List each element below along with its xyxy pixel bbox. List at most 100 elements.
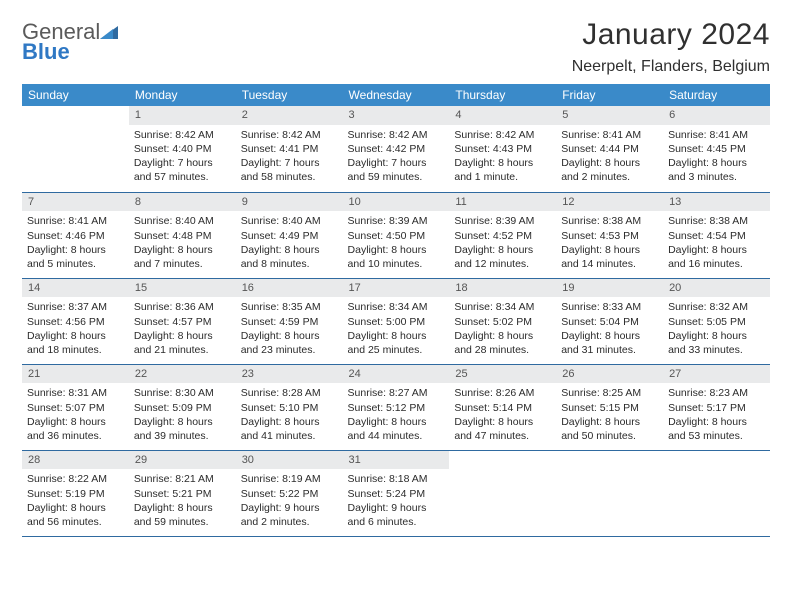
- day-line: Daylight: 8 hours: [134, 329, 231, 343]
- day-body: Sunrise: 8:37 AMSunset: 4:56 PMDaylight:…: [22, 297, 129, 361]
- day-cell: 31Sunrise: 8:18 AMSunset: 5:24 PMDayligh…: [343, 450, 450, 536]
- day-number: 17: [343, 279, 450, 298]
- day-line: Sunrise: 8:30 AM: [134, 386, 231, 400]
- day-body: Sunrise: 8:34 AMSunset: 5:00 PMDaylight:…: [343, 297, 450, 361]
- month-title: January 2024: [572, 18, 770, 52]
- day-line: and 57 minutes.: [134, 170, 231, 184]
- day-number: 14: [22, 279, 129, 298]
- day-body: Sunrise: 8:38 AMSunset: 4:54 PMDaylight:…: [663, 211, 770, 275]
- day-cell: 16Sunrise: 8:35 AMSunset: 4:59 PMDayligh…: [236, 278, 343, 364]
- day-line: Daylight: 8 hours: [454, 243, 551, 257]
- day-line: Sunset: 4:49 PM: [241, 229, 338, 243]
- day-line: Sunset: 4:50 PM: [348, 229, 445, 243]
- day-line: Sunset: 4:59 PM: [241, 315, 338, 329]
- day-line: Sunrise: 8:40 AM: [241, 214, 338, 228]
- day-line: Daylight: 8 hours: [348, 415, 445, 429]
- day-cell: 14Sunrise: 8:37 AMSunset: 4:56 PMDayligh…: [22, 278, 129, 364]
- day-number: 22: [129, 365, 236, 384]
- day-body: Sunrise: 8:34 AMSunset: 5:02 PMDaylight:…: [449, 297, 556, 361]
- day-line: Sunset: 5:12 PM: [348, 401, 445, 415]
- day-body: Sunrise: 8:39 AMSunset: 4:52 PMDaylight:…: [449, 211, 556, 275]
- day-line: Sunset: 4:42 PM: [348, 142, 445, 156]
- day-line: Daylight: 8 hours: [454, 329, 551, 343]
- day-line: Sunrise: 8:42 AM: [134, 128, 231, 142]
- day-line: Sunset: 4:41 PM: [241, 142, 338, 156]
- day-line: and 14 minutes.: [561, 257, 658, 271]
- week-row: 7 Sunrise: 8:41 AMSunset: 4:46 PM Daylight…: [22, 192, 770, 278]
- day-body: Sunrise: 8:28 AMSunset: 5:10 PMDaylight:…: [236, 383, 343, 447]
- day-body: [449, 455, 556, 462]
- weekday-header: Sunday: [22, 84, 129, 106]
- day-line: Sunrise: 8:18 AM: [348, 472, 445, 486]
- day-line: Sunrise: 8:22 AM: [27, 472, 124, 486]
- day-line: Sunset: 5:02 PM: [454, 315, 551, 329]
- day-number: 1: [129, 106, 236, 125]
- day-line: Sunset: 4:52 PM: [454, 229, 551, 243]
- day-body: [556, 455, 663, 462]
- day-cell: 27Sunrise: 8:23 AMSunset: 5:17 PMDayligh…: [663, 364, 770, 450]
- day-number: 10: [343, 193, 450, 212]
- day-line: Sunrise: 8:41 AM: [561, 128, 658, 142]
- day-line: Daylight: 8 hours: [348, 329, 445, 343]
- day-cell: 24Sunrise: 8:27 AMSunset: 5:12 PMDayligh…: [343, 364, 450, 450]
- weekday-header: Wednesday: [343, 84, 450, 106]
- day-body: Sunrise: 8:26 AMSunset: 5:14 PMDaylight:…: [449, 383, 556, 447]
- day-line: and 28 minutes.: [454, 343, 551, 357]
- day-line: and 50 minutes.: [561, 429, 658, 443]
- day-cell: [556, 450, 663, 536]
- day-line: and 56 minutes.: [27, 515, 124, 529]
- day-line: and 59 minutes.: [348, 170, 445, 184]
- day-line: and 10 minutes.: [348, 257, 445, 271]
- day-body: Sunrise: 8:21 AMSunset: 5:21 PMDaylight:…: [129, 469, 236, 533]
- day-line: Daylight: 8 hours: [27, 501, 124, 515]
- day-number: 2: [236, 106, 343, 125]
- day-line: and 16 minutes.: [668, 257, 765, 271]
- day-line: Daylight: 8 hours: [668, 156, 765, 170]
- day-line: Sunrise: 8:23 AM: [668, 386, 765, 400]
- day-line: Sunrise: 8:35 AM: [241, 300, 338, 314]
- day-body: Sunrise: 8:19 AMSunset: 5:22 PMDaylight:…: [236, 469, 343, 533]
- day-body: [22, 110, 129, 117]
- day-line: Sunset: 4:46 PM: [27, 229, 124, 243]
- day-line: Daylight: 8 hours: [241, 415, 338, 429]
- day-number: 26: [556, 365, 663, 384]
- day-line: Sunrise: 8:42 AM: [241, 128, 338, 142]
- day-line: Sunrise: 8:27 AM: [348, 386, 445, 400]
- day-number: 18: [449, 279, 556, 298]
- day-line: Sunrise: 8:25 AM: [561, 386, 658, 400]
- day-line: and 18 minutes.: [27, 343, 124, 357]
- day-number: 23: [236, 365, 343, 384]
- day-line: Daylight: 8 hours: [668, 243, 765, 257]
- day-body: [663, 455, 770, 462]
- day-line: and 8 minutes.: [241, 257, 338, 271]
- calendar-body: 1Sunrise: 8:42 AMSunset: 4:40 PMDaylight…: [22, 106, 770, 536]
- day-cell: 11Sunrise: 8:39 AMSunset: 4:52 PMDayligh…: [449, 192, 556, 278]
- day-line: Sunrise: 8:41 AM: [27, 214, 124, 228]
- day-cell: 26Sunrise: 8:25 AMSunset: 5:15 PMDayligh…: [556, 364, 663, 450]
- day-body: Sunrise: 8:36 AMSunset: 4:57 PMDaylight:…: [129, 297, 236, 361]
- logo-text: General Blue: [22, 22, 118, 62]
- day-cell: 12Sunrise: 8:38 AMSunset: 4:53 PMDayligh…: [556, 192, 663, 278]
- day-line: Daylight: 8 hours: [27, 415, 124, 429]
- day-cell: 29Sunrise: 8:21 AMSunset: 5:21 PMDayligh…: [129, 450, 236, 536]
- day-body: Sunrise: 8:42 AMSunset: 4:42 PMDaylight:…: [343, 125, 450, 189]
- day-line: Sunset: 5:10 PM: [241, 401, 338, 415]
- day-line: and 3 minutes.: [668, 170, 765, 184]
- day-body: Sunrise: 8:22 AMSunset: 5:19 PMDaylight:…: [22, 469, 129, 533]
- day-line: Sunrise: 8:39 AM: [454, 214, 551, 228]
- day-number: 28: [22, 451, 129, 470]
- day-line: Sunrise: 8:32 AM: [668, 300, 765, 314]
- day-line: Sunset: 5:17 PM: [668, 401, 765, 415]
- day-line: Sunrise: 8:38 AM: [668, 214, 765, 228]
- day-line: Sunset: 4:40 PM: [134, 142, 231, 156]
- day-number: 7: [22, 193, 129, 212]
- day-cell: 9Sunrise: 8:40 AMSunset: 4:49 PMDaylight…: [236, 192, 343, 278]
- day-body: Sunrise: 8:41 AMSunset: 4:44 PMDaylight:…: [556, 125, 663, 189]
- day-cell: [22, 106, 129, 192]
- day-line: Sunrise: 8:38 AM: [561, 214, 658, 228]
- weekday-header: Monday: [129, 84, 236, 106]
- day-number: 30: [236, 451, 343, 470]
- day-line: Sunrise: 8:39 AM: [348, 214, 445, 228]
- day-line: and 21 minutes.: [134, 343, 231, 357]
- day-number: 27: [663, 365, 770, 384]
